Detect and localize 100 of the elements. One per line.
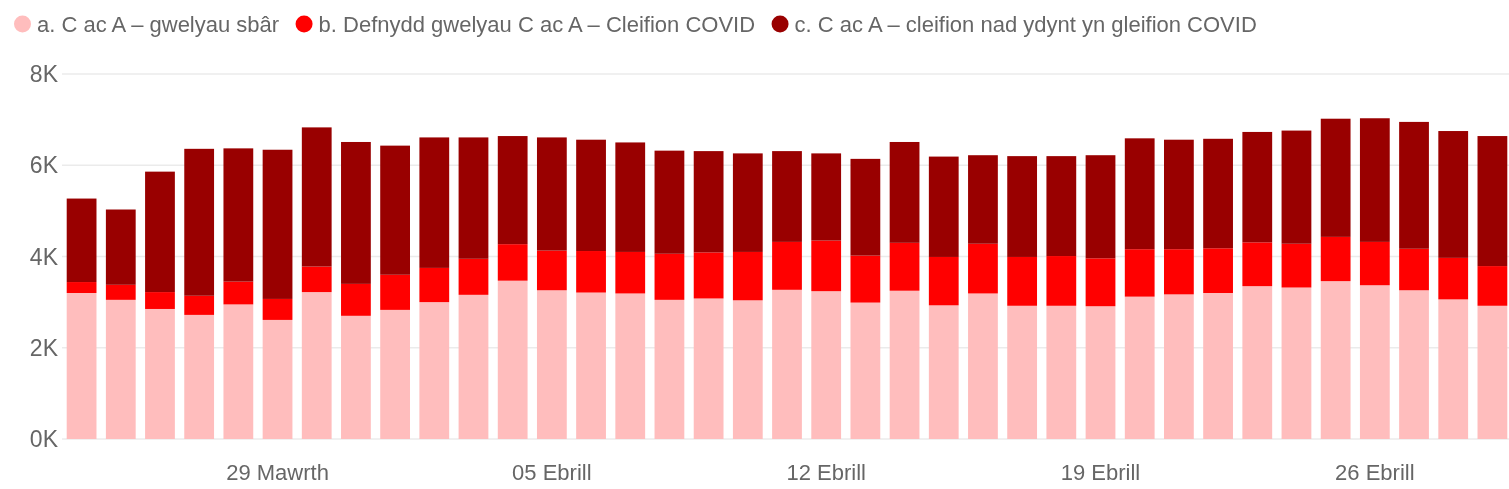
- y-tick-label: 0K: [29, 426, 59, 453]
- bar: [1085, 155, 1116, 259]
- bar: [850, 302, 881, 439]
- bar: [693, 252, 724, 299]
- bar: [811, 153, 842, 241]
- bar: [66, 282, 97, 293]
- bar: [928, 305, 959, 439]
- bar: [1359, 241, 1390, 286]
- bar: [105, 209, 136, 285]
- bar: [1281, 130, 1312, 244]
- bar: [1477, 136, 1508, 267]
- bar: [1242, 242, 1273, 287]
- bar: [1046, 256, 1077, 306]
- bar: [732, 251, 763, 301]
- bar: [889, 141, 920, 243]
- bar: [576, 251, 606, 293]
- bar: [576, 292, 606, 439]
- legend-label: b. Defnydd gwelyau C ac A – Cleifion COVID: [318, 11, 756, 37]
- bar: [1242, 286, 1273, 439]
- bar: [1438, 131, 1469, 258]
- bar: [1007, 305, 1038, 439]
- bar: [1085, 258, 1116, 307]
- bar: [262, 319, 293, 439]
- bar: [223, 281, 254, 305]
- bar: [145, 308, 175, 439]
- bar: [732, 300, 763, 439]
- bar: [889, 290, 920, 439]
- bar: [341, 283, 371, 316]
- bar: [1164, 294, 1194, 439]
- bar: [615, 142, 646, 252]
- bar: [341, 315, 371, 439]
- bar: [262, 149, 293, 299]
- bar: [1399, 248, 1429, 291]
- x-tick-label: 12 Ebrill: [786, 459, 866, 485]
- bar: [1477, 305, 1508, 439]
- bar: [968, 155, 998, 244]
- bar: [772, 289, 802, 439]
- bar: [536, 290, 567, 439]
- bar: [105, 284, 136, 300]
- x-tick-label: 19 Ebrill: [1060, 459, 1141, 485]
- bar: [1007, 156, 1038, 257]
- bar: [1124, 138, 1155, 250]
- bar: [850, 255, 881, 303]
- y-tick-label: 6K: [29, 152, 59, 179]
- bar: [1203, 248, 1233, 293]
- bar: [615, 251, 646, 294]
- bar: [497, 244, 528, 281]
- bar: [1046, 156, 1077, 257]
- bar: [1281, 287, 1312, 439]
- bar: [968, 293, 998, 439]
- bar: [1320, 281, 1351, 439]
- bar: [811, 240, 842, 292]
- bar: [693, 151, 724, 253]
- bar: [1164, 139, 1194, 250]
- bar: [184, 148, 215, 296]
- bar: [380, 274, 410, 310]
- bar: [458, 137, 489, 259]
- bar: [66, 293, 97, 439]
- bar: [145, 292, 175, 309]
- bar: [654, 299, 685, 439]
- bar: [1477, 266, 1508, 306]
- bar: [536, 250, 567, 291]
- bar: [1320, 118, 1351, 237]
- bar: [968, 243, 998, 294]
- bar: [458, 294, 489, 439]
- bar: [772, 241, 802, 290]
- legend-label: c. C ac A – cleifion nad ydynt yn gleifion COVID: [794, 11, 1257, 37]
- bar: [889, 242, 920, 291]
- bar: [1320, 236, 1351, 282]
- bar: [1399, 290, 1429, 439]
- bar: [772, 151, 802, 242]
- bar: [1359, 285, 1390, 439]
- bar: [576, 139, 606, 252]
- bar: [380, 309, 410, 439]
- bar: [380, 145, 410, 275]
- bar: [654, 150, 685, 254]
- bar: [536, 137, 567, 251]
- bar: [341, 141, 371, 284]
- bar: [497, 136, 528, 245]
- bar: [223, 148, 254, 282]
- bar: [105, 299, 136, 439]
- bar: [419, 302, 450, 439]
- y-tick-label: 4K: [29, 243, 59, 270]
- y-tick-label: 8K: [29, 61, 59, 88]
- bar: [1046, 305, 1077, 439]
- bar: [66, 198, 97, 283]
- y-tick-label: 2K: [29, 334, 59, 361]
- bar: [1438, 257, 1469, 300]
- bar: [1007, 256, 1038, 306]
- bar: [1203, 138, 1233, 249]
- bar: [928, 156, 959, 257]
- bar: [850, 158, 881, 256]
- bar: [497, 280, 528, 439]
- bar: [732, 153, 763, 252]
- bar: [301, 292, 332, 439]
- x-tick-label: 05 Ebrill: [512, 459, 592, 485]
- bar: [184, 314, 215, 439]
- bar: [419, 137, 450, 268]
- bar: [1124, 249, 1155, 297]
- bar: [615, 293, 646, 439]
